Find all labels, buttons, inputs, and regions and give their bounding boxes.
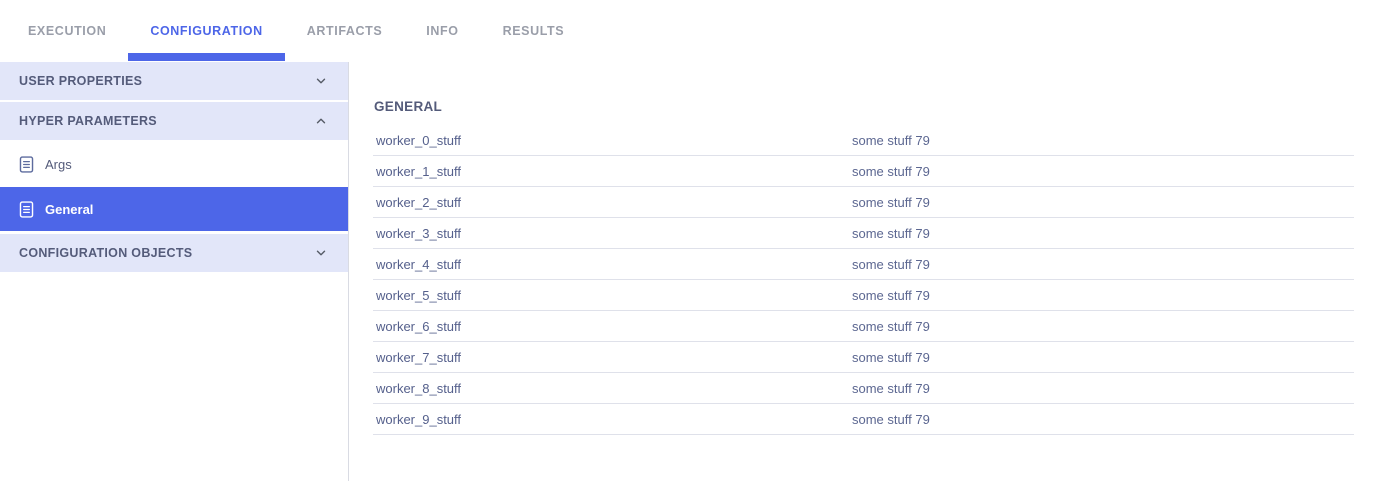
table-row: worker_6_stuff some stuff 79 <box>373 311 1354 342</box>
param-value: some stuff 79 <box>852 411 930 427</box>
param-value: some stuff 79 <box>852 380 930 396</box>
sidebar-item-general[interactable]: General <box>0 187 348 231</box>
table-row: worker_9_stuff some stuff 79 <box>373 404 1354 435</box>
param-name: worker_5_stuff <box>376 287 462 303</box>
sidebar-section-user-properties[interactable]: USER PROPERTIES <box>0 62 348 100</box>
chevron-up-icon <box>314 114 328 128</box>
sidebar-item-args[interactable]: Args <box>0 142 348 187</box>
tab-execution[interactable]: EXECUTION <box>28 24 107 38</box>
sidebar-section-configuration-objects[interactable]: CONFIGURATION OBJECTS <box>0 234 348 272</box>
section-label: USER PROPERTIES <box>19 74 143 88</box>
chevron-down-icon <box>314 74 328 88</box>
tab-results[interactable]: RESULTS <box>502 24 565 38</box>
param-name: worker_1_stuff <box>376 163 462 179</box>
section-label: CONFIGURATION OBJECTS <box>19 246 193 260</box>
param-value: some stuff 79 <box>852 349 930 365</box>
table-row: worker_3_stuff some stuff 79 <box>373 218 1354 249</box>
table-row: worker_5_stuff some stuff 79 <box>373 280 1354 311</box>
parameters-panel: GENERAL worker_0_stuff some stuff 79 wor… <box>350 62 1378 481</box>
param-value: some stuff 79 <box>852 225 930 241</box>
tab-artifacts[interactable]: ARTIFACTS <box>306 24 383 38</box>
table-row: worker_1_stuff some stuff 79 <box>373 156 1354 187</box>
param-name: worker_3_stuff <box>376 225 462 241</box>
param-name: worker_2_stuff <box>376 194 462 210</box>
tab-bar: EXECUTION CONFIGURATION ARTIFACTS INFO R… <box>0 0 1378 62</box>
chevron-down-icon <box>314 246 328 260</box>
param-name: worker_0_stuff <box>376 132 462 148</box>
param-name: worker_7_stuff <box>376 349 462 365</box>
sidebar-section-hyper-parameters[interactable]: HYPER PARAMETERS <box>0 102 348 140</box>
param-name: worker_6_stuff <box>376 318 462 334</box>
section-title: GENERAL <box>374 99 443 114</box>
param-value: some stuff 79 <box>852 132 930 148</box>
document-icon <box>19 156 34 173</box>
table-row: worker_7_stuff some stuff 79 <box>373 342 1354 373</box>
document-icon <box>19 200 34 218</box>
tab-info[interactable]: INFO <box>426 24 459 38</box>
table-row: worker_8_stuff some stuff 79 <box>373 373 1354 404</box>
sidebar-item-label: Args <box>45 157 72 172</box>
param-value: some stuff 79 <box>852 194 930 210</box>
table-row: worker_4_stuff some stuff 79 <box>373 249 1354 280</box>
param-name: worker_4_stuff <box>376 256 462 272</box>
section-label: HYPER PARAMETERS <box>19 114 157 128</box>
param-name: worker_9_stuff <box>376 411 462 427</box>
table-row: worker_0_stuff some stuff 79 <box>373 125 1354 156</box>
param-name: worker_8_stuff <box>376 380 462 396</box>
sidebar-item-label: General <box>45 201 94 217</box>
param-value: some stuff 79 <box>852 163 930 179</box>
tab-configuration[interactable]: CONFIGURATION <box>128 0 286 62</box>
param-value: some stuff 79 <box>852 256 930 272</box>
param-value: some stuff 79 <box>852 287 930 303</box>
sidebar: USER PROPERTIES HYPER PARAMETERS Args <box>0 62 349 481</box>
param-value: some stuff 79 <box>852 318 930 334</box>
table-row: worker_2_stuff some stuff 79 <box>373 187 1354 218</box>
